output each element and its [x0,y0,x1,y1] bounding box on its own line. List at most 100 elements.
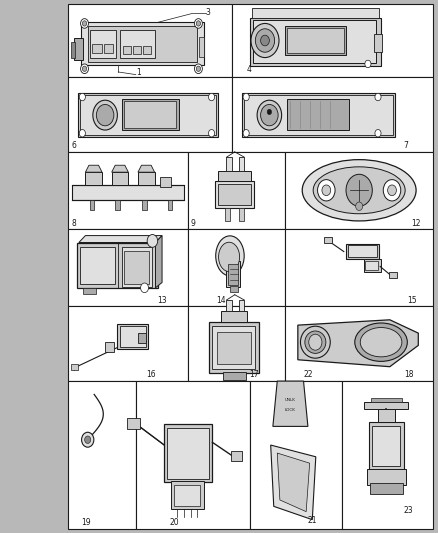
Bar [285,26,346,55]
Circle shape [356,202,363,211]
Bar [77,243,158,288]
Circle shape [318,180,335,201]
Circle shape [85,436,91,443]
Bar [71,42,75,58]
Bar [365,261,378,270]
Bar [85,172,102,185]
Text: 15: 15 [407,296,417,305]
Circle shape [375,93,381,101]
Bar [122,99,179,130]
Polygon shape [138,165,155,172]
Bar [143,46,151,54]
Text: 3: 3 [206,8,211,17]
Bar [364,259,381,272]
Circle shape [251,23,279,58]
Polygon shape [155,236,162,288]
Circle shape [243,130,249,137]
Circle shape [147,235,158,247]
Bar [225,208,230,221]
Bar [348,245,377,257]
Bar [112,172,128,185]
Polygon shape [79,236,162,243]
Bar [133,46,141,54]
Bar [124,251,149,284]
Bar [68,77,232,152]
Bar [120,30,155,58]
Text: 18: 18 [404,370,413,379]
Bar [239,208,244,221]
Bar [285,306,433,381]
Text: 4: 4 [246,65,251,74]
Bar [88,26,197,62]
Bar [228,264,238,285]
Bar [136,381,250,529]
Bar [90,200,94,210]
Bar [74,38,83,60]
Bar [68,306,188,381]
Bar [250,381,342,529]
Bar [142,200,147,210]
Bar [122,247,152,287]
Bar [239,300,244,311]
Bar [221,311,247,322]
Circle shape [81,19,88,28]
Bar [287,28,344,53]
Bar [199,37,204,57]
Ellipse shape [355,323,407,361]
Bar [171,481,204,509]
Text: UNLK: UNLK [285,398,296,402]
Circle shape [82,21,87,26]
Circle shape [81,64,88,74]
Bar [374,34,382,52]
Bar [78,93,218,137]
Circle shape [141,283,148,293]
Circle shape [194,64,202,74]
Circle shape [196,66,201,71]
Ellipse shape [300,326,330,358]
Circle shape [261,104,278,126]
Bar [209,322,259,373]
Polygon shape [298,320,418,367]
Text: 17: 17 [249,370,258,379]
Bar [230,286,238,292]
Bar [244,95,393,135]
Bar [242,93,395,137]
Bar [68,381,136,529]
Text: 6: 6 [71,141,76,150]
Bar [81,22,204,65]
Text: 12: 12 [411,219,420,228]
Bar [370,483,403,494]
Circle shape [309,334,322,350]
Ellipse shape [360,327,402,357]
Bar [389,272,397,278]
Bar [226,157,232,171]
Bar [80,95,216,135]
Circle shape [267,109,272,115]
Circle shape [388,185,396,196]
Text: 14: 14 [216,296,226,305]
Bar [346,244,379,259]
Bar [124,101,176,128]
Circle shape [261,35,269,46]
Bar [68,4,232,77]
Circle shape [255,29,275,52]
Text: 22: 22 [304,370,313,379]
Bar [68,229,188,306]
Bar [164,424,212,482]
Circle shape [82,66,87,71]
Text: 19: 19 [81,518,91,527]
Text: 9: 9 [191,219,195,228]
Circle shape [257,100,282,130]
Bar [123,46,131,54]
Bar [71,364,78,370]
Circle shape [365,60,371,68]
Bar [120,326,146,347]
Bar [239,157,244,171]
Bar [160,177,171,187]
Bar [115,200,120,210]
Bar [168,200,172,210]
Circle shape [196,21,201,26]
Bar [105,342,114,352]
Ellipse shape [219,242,240,272]
Circle shape [79,130,85,137]
